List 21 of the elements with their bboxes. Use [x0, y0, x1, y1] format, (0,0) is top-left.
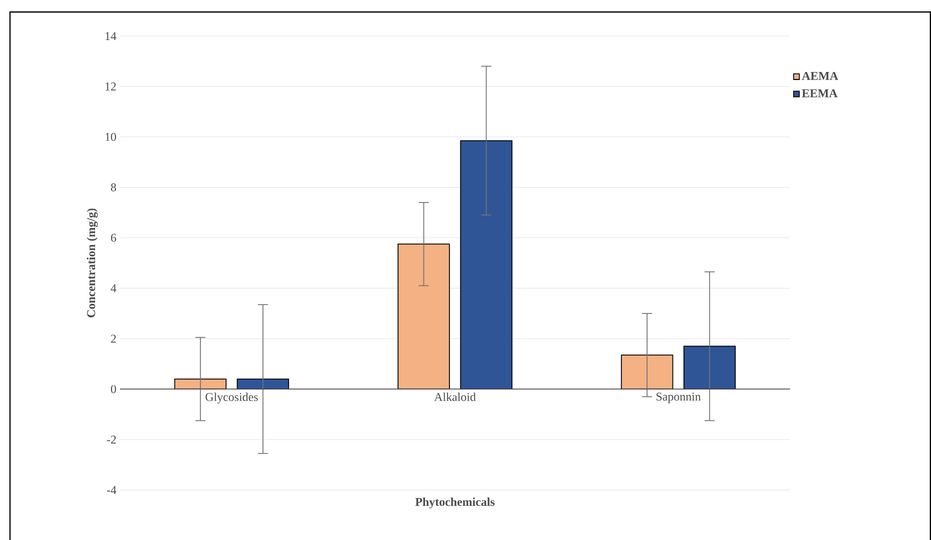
legend-label: AEMA — [802, 72, 838, 80]
y-tick-label: 8 — [110, 183, 116, 192]
y-tick-label: -4 — [106, 486, 116, 494]
bar — [398, 244, 450, 390]
x-tick-label: Glycosides — [206, 392, 258, 404]
bar — [620, 354, 674, 390]
x-axis-title: Phytochemicals — [415, 498, 495, 508]
y-tick-label: 6 — [111, 234, 116, 242]
x-tick-label: Alkaloid — [434, 392, 476, 402]
bar — [683, 346, 736, 390]
y-tick-label: 14 — [106, 32, 116, 40]
y-tick-label: 10 — [106, 132, 116, 141]
x-tick-label: Saponnin — [656, 392, 701, 404]
y-axis-title: Concentration (mg/g) — [86, 208, 98, 318]
y-tick-label: 12 — [106, 82, 116, 90]
y-tick-label: 2 — [111, 334, 116, 343]
y-tick-label: 4 — [110, 284, 116, 292]
y-tick-label: 0 — [110, 385, 116, 394]
legend-label: EEMA — [802, 89, 838, 98]
bar — [460, 140, 512, 390]
y-tick-label: -2 — [106, 436, 116, 444]
